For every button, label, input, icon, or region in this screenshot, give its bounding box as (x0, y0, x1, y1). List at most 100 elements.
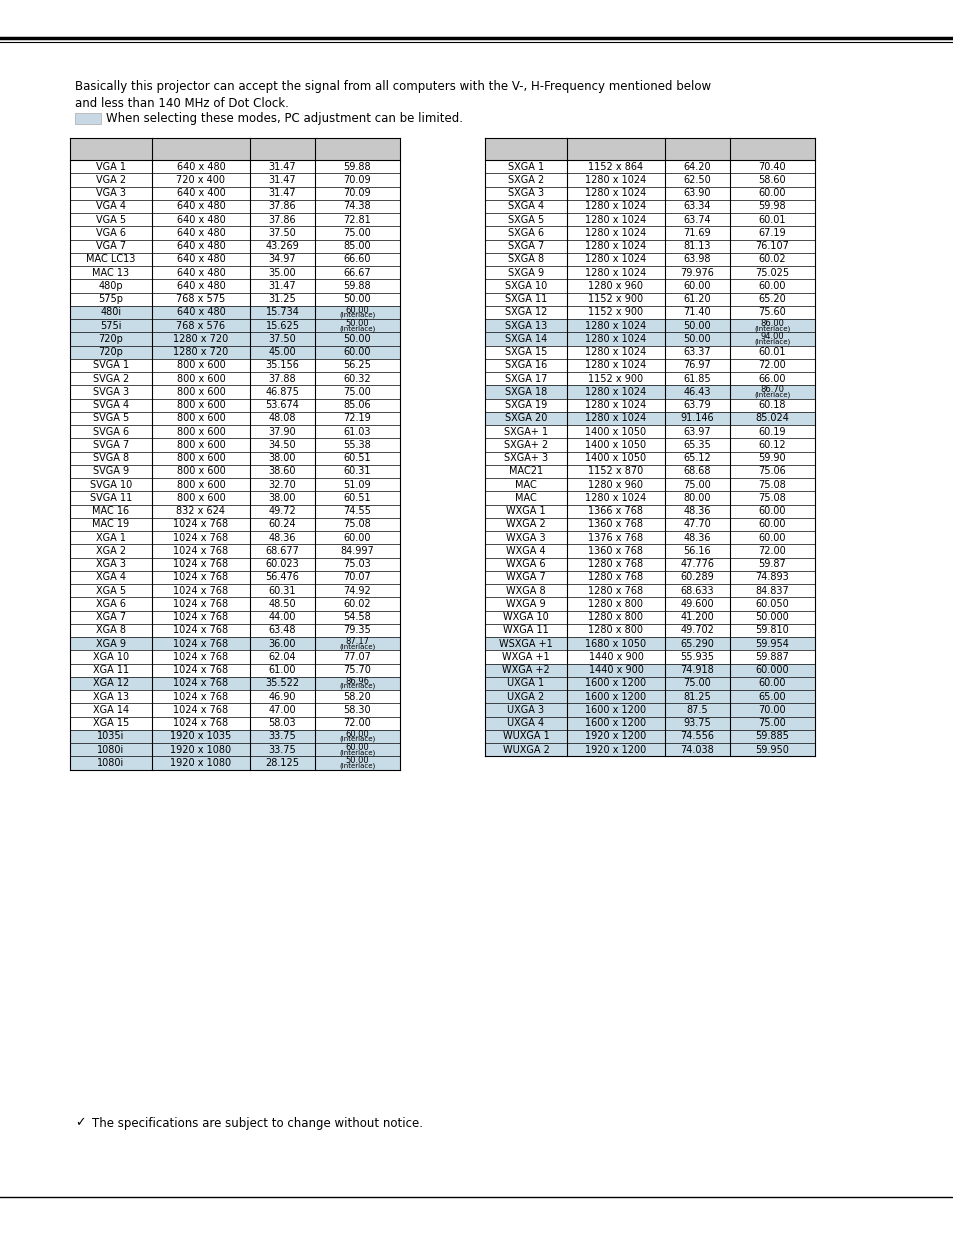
Text: 74.556: 74.556 (679, 731, 714, 741)
Text: 85.06: 85.06 (343, 400, 371, 410)
Text: 1280 x 1024: 1280 x 1024 (585, 347, 646, 357)
Text: SVGA 10: SVGA 10 (90, 479, 132, 489)
Text: 1024 x 768: 1024 x 768 (173, 532, 229, 542)
Text: 86.70: 86.70 (760, 385, 783, 394)
Text: XGA 2: XGA 2 (96, 546, 126, 556)
Bar (484, 226, 814, 240)
Text: XGA 1: XGA 1 (96, 532, 126, 542)
Text: 49.600: 49.600 (680, 599, 714, 609)
Text: 1280 x 800: 1280 x 800 (588, 599, 643, 609)
Text: 71.69: 71.69 (683, 228, 711, 238)
Bar (70, 240, 399, 253)
Text: 1280 x 1024: 1280 x 1024 (585, 361, 646, 370)
Bar (484, 677, 814, 690)
Bar (484, 531, 814, 545)
Text: 60.00: 60.00 (683, 280, 711, 291)
Text: 58.03: 58.03 (269, 718, 296, 729)
Text: XGA 10: XGA 10 (92, 652, 129, 662)
Text: 41.200: 41.200 (679, 613, 714, 622)
Text: 38.00: 38.00 (269, 493, 296, 503)
Text: 47.776: 47.776 (679, 559, 714, 569)
Bar (484, 212, 814, 226)
Text: 60.01: 60.01 (758, 347, 785, 357)
Bar (70, 452, 399, 464)
Text: 68.633: 68.633 (680, 585, 714, 595)
Text: 46.43: 46.43 (683, 387, 711, 396)
Text: 37.86: 37.86 (269, 201, 296, 211)
Text: VGA 7: VGA 7 (96, 241, 126, 251)
Bar (484, 492, 814, 505)
Text: 63.37: 63.37 (683, 347, 711, 357)
Text: 60.24: 60.24 (269, 520, 296, 530)
Text: 81.25: 81.25 (683, 692, 711, 701)
Text: 1280 x 800: 1280 x 800 (588, 613, 643, 622)
Text: 44.00: 44.00 (269, 613, 296, 622)
Text: 60.19: 60.19 (758, 426, 785, 437)
Text: WXGA +1: WXGA +1 (501, 652, 549, 662)
Text: 1360 x 768: 1360 x 768 (588, 520, 643, 530)
Text: 800 x 600: 800 x 600 (176, 479, 225, 489)
Bar (70, 598, 399, 610)
Text: MAC21: MAC21 (508, 467, 542, 477)
Text: 74.92: 74.92 (343, 585, 371, 595)
Text: 84.997: 84.997 (340, 546, 374, 556)
Text: 640 x 480: 640 x 480 (176, 308, 225, 317)
Text: 60.00: 60.00 (758, 678, 785, 688)
Text: 75.60: 75.60 (758, 308, 785, 317)
Bar (484, 385, 814, 399)
Text: 58.20: 58.20 (343, 692, 371, 701)
Text: 64.20: 64.20 (683, 162, 711, 172)
Text: 65.290: 65.290 (679, 638, 714, 648)
Text: 1400 x 1050: 1400 x 1050 (585, 440, 646, 450)
Text: 1600 x 1200: 1600 x 1200 (585, 678, 646, 688)
Text: 1024 x 768: 1024 x 768 (173, 638, 229, 648)
Text: (Interlace): (Interlace) (339, 762, 375, 769)
Text: 75.70: 75.70 (343, 666, 371, 676)
Bar (484, 637, 814, 651)
Text: 71.40: 71.40 (683, 308, 711, 317)
Text: 76.97: 76.97 (683, 361, 711, 370)
Bar (70, 253, 399, 266)
Text: WXGA 11: WXGA 11 (502, 625, 548, 635)
Bar (70, 571, 399, 584)
Text: 1376 x 768: 1376 x 768 (588, 532, 643, 542)
Text: 55.38: 55.38 (343, 440, 371, 450)
Text: 60.00: 60.00 (345, 743, 369, 752)
Text: 50.00: 50.00 (683, 321, 711, 331)
Text: 1360 x 768: 1360 x 768 (588, 546, 643, 556)
Text: 85.024: 85.024 (755, 414, 789, 424)
Text: 61.20: 61.20 (683, 294, 711, 304)
Text: and less than 140 MHz of Dot Clock.: and less than 140 MHz of Dot Clock. (75, 98, 289, 110)
Text: SXGA 7: SXGA 7 (507, 241, 543, 251)
Text: 74.038: 74.038 (679, 745, 714, 755)
Bar (70, 464, 399, 478)
Text: 33.75: 33.75 (269, 745, 296, 755)
Text: VGA 1: VGA 1 (96, 162, 126, 172)
Bar (70, 411, 399, 425)
Text: 800 x 600: 800 x 600 (176, 387, 225, 396)
Text: 59.88: 59.88 (343, 162, 371, 172)
Bar (484, 346, 814, 358)
Text: 1366 x 768: 1366 x 768 (588, 506, 643, 516)
Text: 59.90: 59.90 (758, 453, 785, 463)
Text: 15.734: 15.734 (265, 308, 299, 317)
Text: 640 x 480: 640 x 480 (176, 268, 225, 278)
Text: 1920 x 1080: 1920 x 1080 (171, 758, 232, 768)
Bar (484, 186, 814, 200)
Text: SXGA+ 3: SXGA+ 3 (503, 453, 547, 463)
Text: 1280 x 720: 1280 x 720 (173, 347, 229, 357)
Text: 50.000: 50.000 (755, 613, 788, 622)
Text: 38.60: 38.60 (269, 467, 296, 477)
Text: 31.47: 31.47 (269, 175, 296, 185)
Text: 60.00: 60.00 (343, 347, 371, 357)
Text: 48.08: 48.08 (269, 414, 296, 424)
Bar (484, 319, 814, 332)
Text: XGA 5: XGA 5 (96, 585, 126, 595)
Text: 37.50: 37.50 (269, 228, 296, 238)
Text: 31.47: 31.47 (269, 280, 296, 291)
Text: SXGA 13: SXGA 13 (504, 321, 547, 331)
Text: 640 x 400: 640 x 400 (176, 188, 225, 198)
Text: 768 x 576: 768 x 576 (176, 321, 225, 331)
Text: 720p: 720p (98, 347, 123, 357)
Text: 1280 x 1024: 1280 x 1024 (585, 493, 646, 503)
